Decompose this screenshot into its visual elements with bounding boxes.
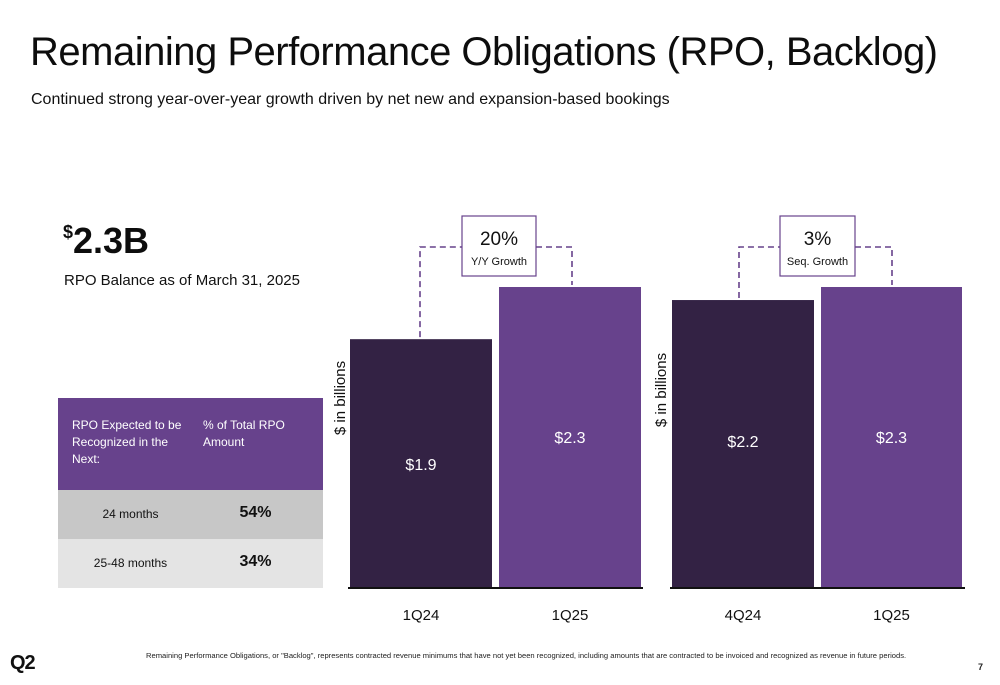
growth-connector-right [855,246,893,285]
growth-connector-right [536,246,573,285]
x-tick-label: 1Q25 [552,607,589,624]
bar-1q25 [499,287,641,587]
header-period: RPO Expected to be Recognized in the Nex… [72,418,182,466]
growth-label: Seq. Growth [787,256,848,268]
currency-symbol: $ [63,222,74,242]
y-axis-label: $ in billions [653,353,670,427]
company-logo: Q2 [10,652,36,674]
row-percent: 34% [239,553,272,570]
y-axis-label: $ in billions [332,361,349,435]
table-header: RPO Expected to be Recognized in the Nex… [58,398,323,490]
rpo-recognition-table: RPO Expected to be Recognized in the Nex… [58,398,323,588]
growth-value: 3% [804,229,832,250]
x-tick-label: 1Q24 [403,607,440,624]
x-tick-label: 4Q24 [725,607,762,624]
growth-connector-left [738,246,780,299]
header-percent: % of Total RPO Amount [203,418,285,449]
page-number: 7 [978,662,984,672]
slide-subtitle: Continued strong year-over-year growth d… [31,91,670,108]
rpo-balance-value: $2.3B [63,220,149,262]
data-label: $2.2 [727,434,758,451]
growth-connector-left [419,246,462,338]
growth-callout-box [461,215,537,277]
slide-title: Remaining Performance Obligations (RPO, … [30,30,938,74]
rpo-balance-caption: RPO Balance as of March 31, 2025 [64,272,300,289]
row-period: 24 months [102,507,159,521]
bar-1q24 [350,339,492,587]
rpo-balance-amount: 2.3B [73,220,150,261]
table-row: 25-48 months 34% [58,539,323,588]
data-label: $2.3 [876,430,907,447]
x-tick-label: 1Q25 [873,607,910,624]
bar-1q25 [821,287,962,587]
table-row: 24 months 54% [58,490,323,539]
row-period: 25-48 months [93,556,168,570]
footnote: Remaining Performance Obligations, or "B… [146,651,907,660]
growth-callout-box [779,215,856,277]
data-label: $1.9 [405,457,436,474]
growth-label: Y/Y Growth [471,256,527,268]
data-label: $2.3 [554,430,585,447]
bar-4q24 [672,300,814,587]
growth-value: 20% [480,229,518,250]
row-percent: 54% [239,504,272,521]
